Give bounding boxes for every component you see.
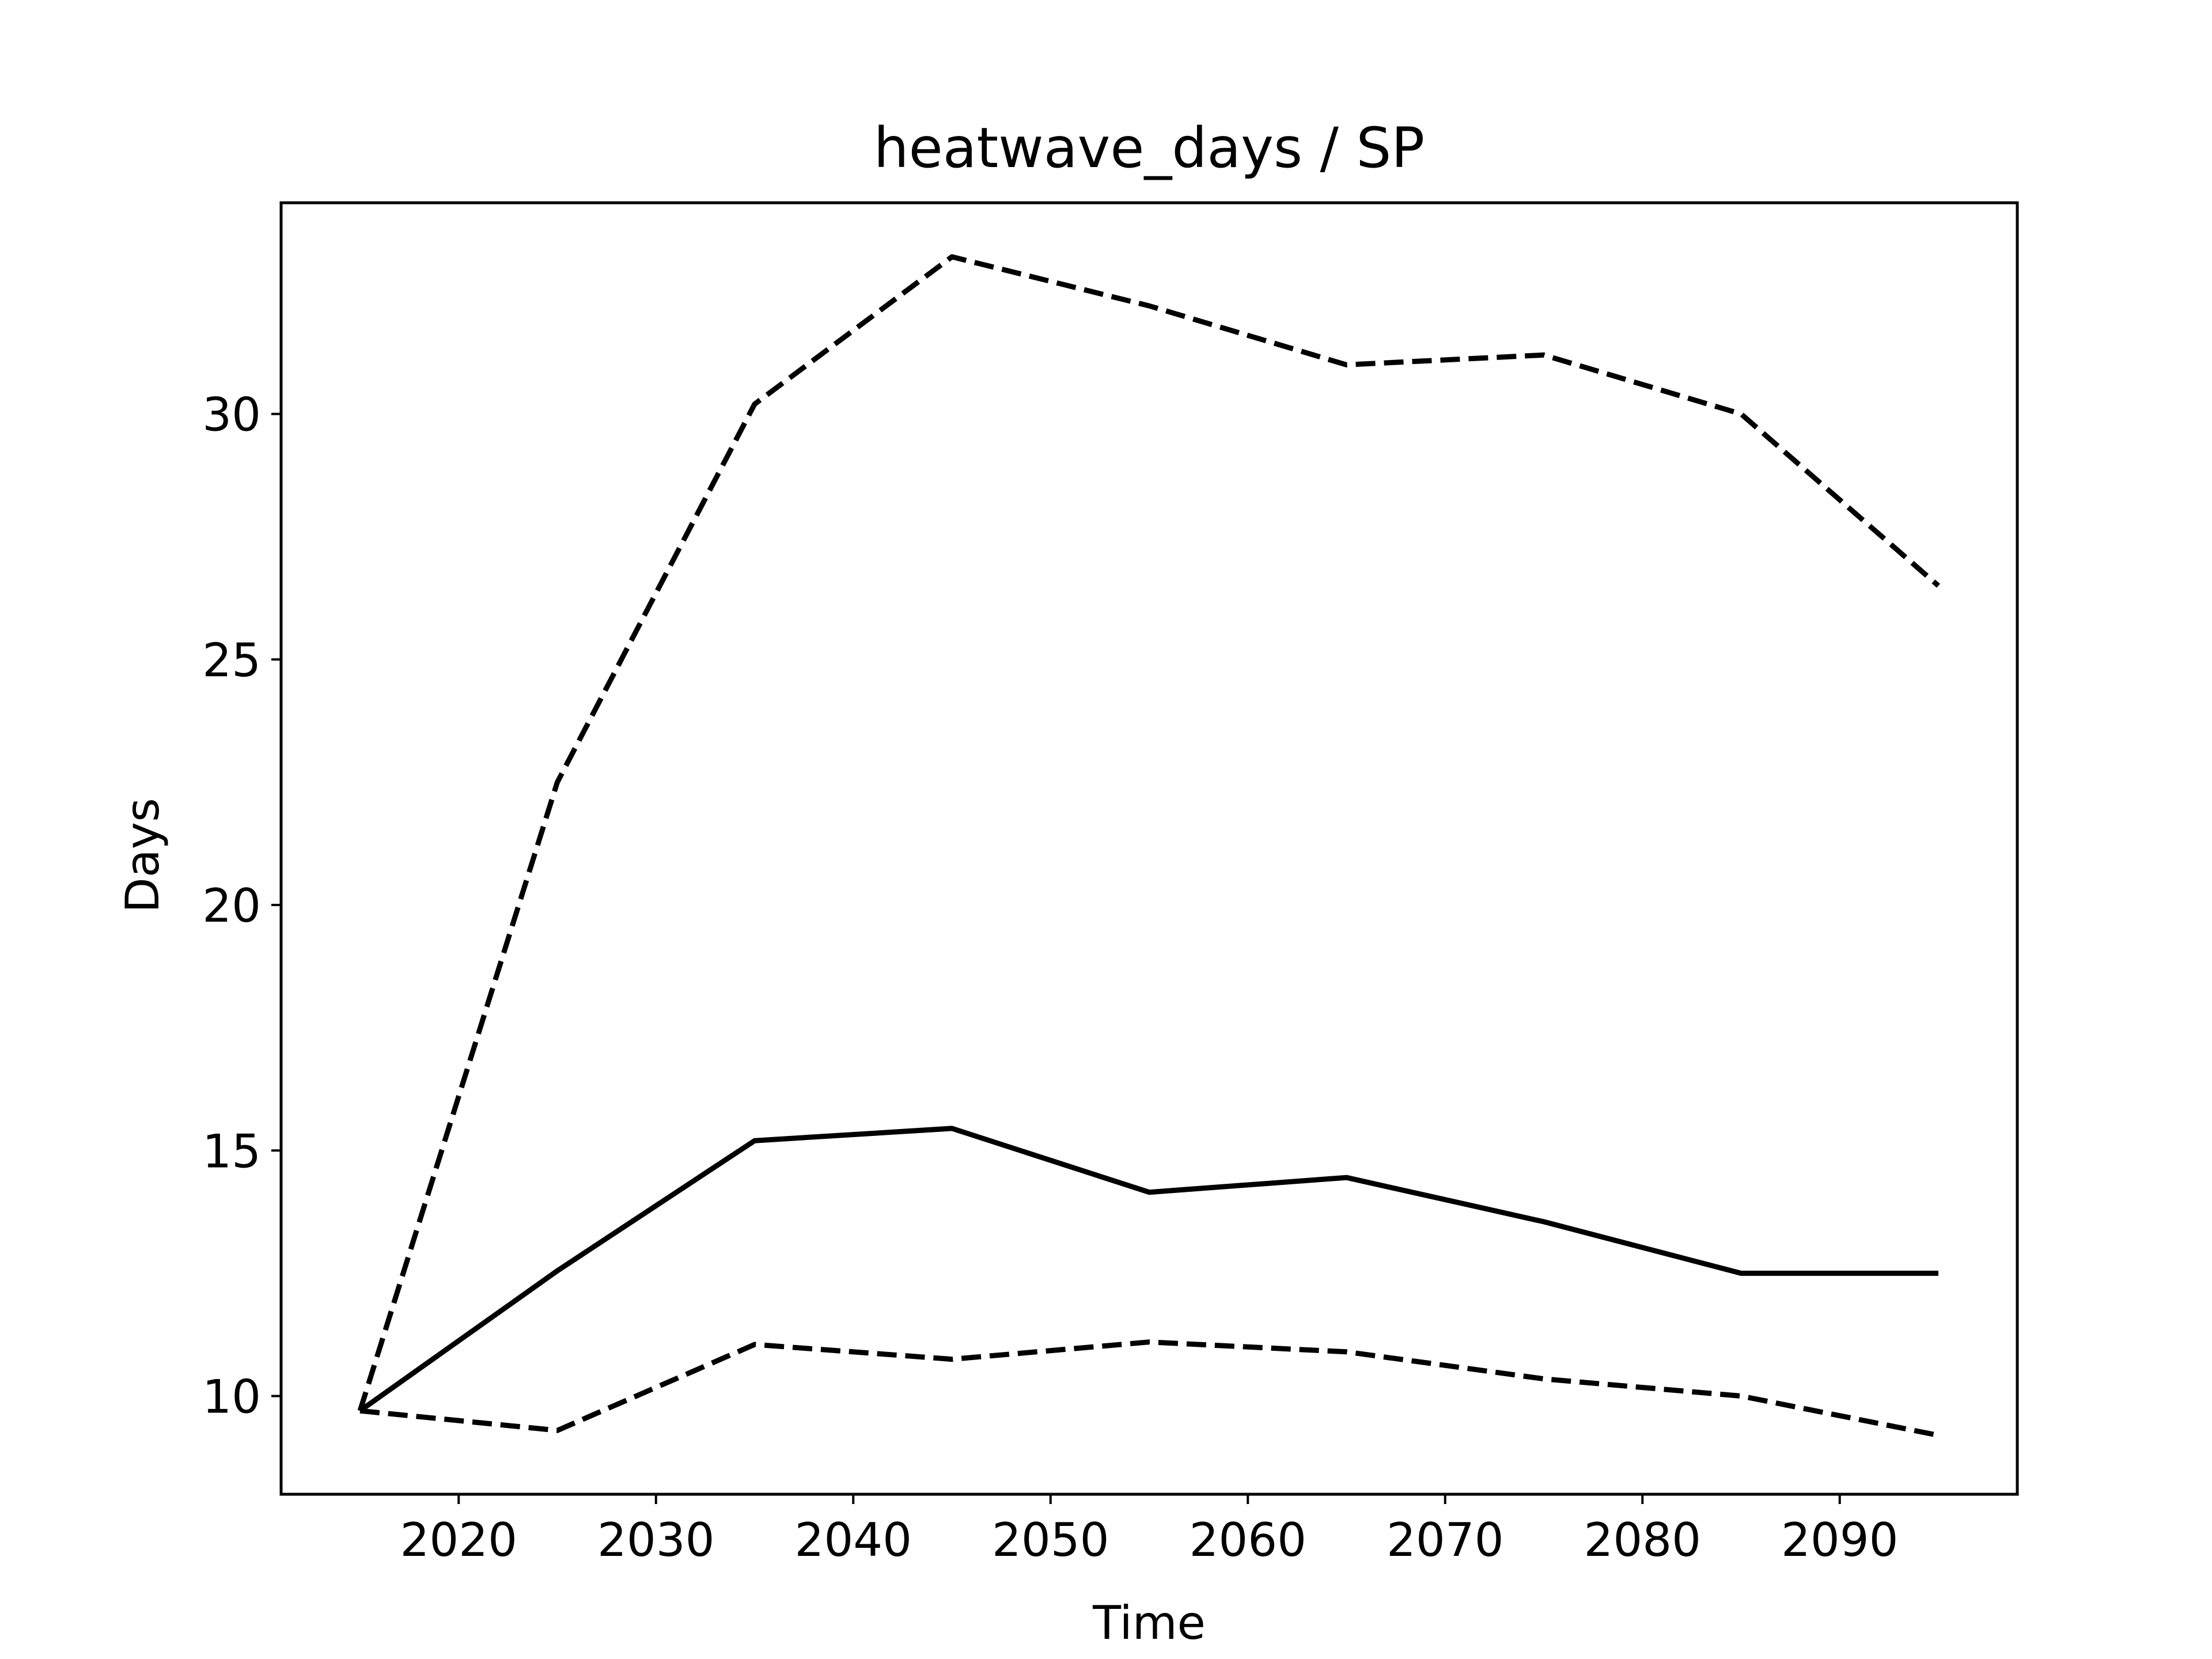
x-axis-label: Time: [1092, 1596, 1206, 1650]
y-tick-label: 15: [202, 1124, 261, 1178]
x-tick-label: 2090: [1781, 1513, 1899, 1567]
y-axis-label: Days: [116, 798, 169, 913]
y-tick-label: 20: [202, 879, 261, 933]
x-tick-label: 2060: [1189, 1513, 1306, 1567]
x-tick-label: 2070: [1387, 1513, 1504, 1567]
x-tick-label: 2080: [1584, 1513, 1701, 1567]
x-tick-label: 2020: [400, 1513, 517, 1567]
y-tick-label: 10: [202, 1370, 261, 1424]
chart-title: heatwave_days / SP: [874, 116, 1425, 180]
y-tick-label: 25: [202, 634, 261, 687]
x-tick-label: 2040: [794, 1513, 912, 1567]
x-tick-label: 2030: [597, 1513, 715, 1567]
y-tick-label: 30: [202, 388, 261, 442]
plot-area-frame: [279, 201, 2019, 1496]
x-tick-label: 2050: [992, 1513, 1109, 1567]
series-line-upper-bound: [357, 254, 1940, 1412]
series-line-lower-bound: [359, 1339, 1939, 1438]
series-line-mean: [358, 1126, 1938, 1413]
